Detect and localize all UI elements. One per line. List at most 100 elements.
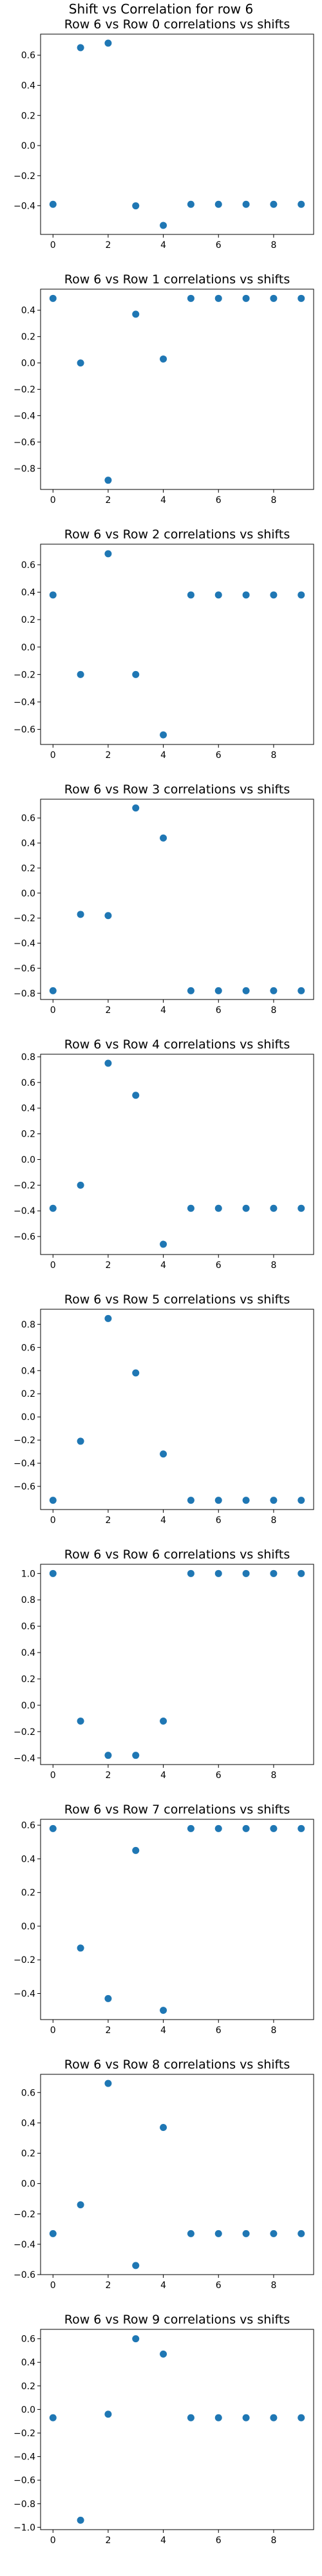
- data-point: [187, 2414, 194, 2421]
- y-tick-label: 0.8: [21, 1320, 35, 1330]
- data-point: [187, 987, 194, 994]
- x-tick-label: 2: [105, 750, 111, 761]
- data-point: [242, 1824, 250, 1832]
- y-tick-label: 0.0: [21, 1701, 35, 1711]
- y-tick-label: −0.4: [14, 1754, 35, 1764]
- data-point: [104, 2079, 112, 2087]
- data-point: [160, 2123, 167, 2131]
- axes-frame: [40, 289, 314, 490]
- subplot-title: Row 6 vs Row 6 correlations vs shifts: [64, 1548, 290, 1562]
- y-tick-label: 0.2: [21, 1389, 35, 1399]
- data-point: [160, 355, 167, 363]
- x-tick-label: 6: [216, 2535, 222, 2546]
- y-tick-label: 0.0: [21, 889, 35, 899]
- x-tick-label: 8: [270, 2280, 276, 2291]
- y-tick-label: −0.6: [14, 2476, 35, 2486]
- y-tick-label: −0.4: [14, 2240, 35, 2250]
- y-tick-label: 0.4: [21, 1854, 35, 1864]
- x-tick-label: 6: [216, 2025, 222, 2036]
- data-point: [104, 550, 112, 558]
- y-tick-label: 0.0: [21, 1412, 35, 1423]
- y-tick-label: 0.2: [21, 615, 35, 625]
- y-tick-label: −0.6: [14, 725, 35, 735]
- x-tick-label: 2: [105, 1260, 111, 1271]
- data-point: [104, 912, 112, 920]
- data-point: [132, 1092, 140, 1099]
- subplot-0: Row 6 vs Row 0 correlations vs shifts 0 2 4…: [14, 17, 314, 251]
- subplot-7: Row 6 vs Row 7 correlations vs shifts 0 2 4…: [14, 1803, 314, 2036]
- data-point: [49, 1497, 57, 1504]
- y-tick-label: 0.6: [21, 560, 35, 571]
- axes-frame: [40, 33, 314, 235]
- x-tick-label: 2: [105, 495, 111, 506]
- y-tick-label: 0.2: [21, 2149, 35, 2159]
- subplot-title: Row 6 vs Row 9 correlations vs shifts: [64, 2313, 290, 2327]
- data-point: [214, 200, 222, 208]
- data-point: [298, 987, 305, 994]
- data-point: [187, 1569, 194, 1577]
- y-tick-label: 0.6: [21, 1821, 35, 1831]
- data-point: [49, 200, 57, 208]
- data-point: [104, 1059, 112, 1067]
- x-tick-label: 0: [50, 2025, 56, 2036]
- y-tick-label: 0.2: [21, 1130, 35, 1140]
- y-tick-label: −0.4: [14, 939, 35, 949]
- y-tick-label: 0.6: [21, 1343, 35, 1353]
- data-point: [49, 1204, 57, 1212]
- y-tick-label: 0.4: [21, 838, 35, 849]
- y-tick-label: −0.2: [14, 2210, 35, 2220]
- x-tick-label: 6: [216, 1260, 222, 1271]
- data-point: [214, 1497, 222, 1504]
- data-point: [242, 1204, 250, 1212]
- data-point: [270, 2230, 278, 2237]
- data-point: [242, 200, 250, 208]
- data-point: [132, 2262, 140, 2269]
- x-tick-label: 0: [50, 495, 56, 506]
- data-point: [242, 2230, 250, 2237]
- x-tick-label: 4: [160, 495, 166, 506]
- data-point: [160, 1240, 167, 1248]
- data-point: [298, 294, 305, 302]
- data-point: [132, 202, 140, 210]
- x-tick-label: 6: [216, 1005, 222, 1016]
- y-tick-label: 0.0: [21, 643, 35, 653]
- data-point: [160, 834, 167, 842]
- y-tick-label: 0.0: [21, 1922, 35, 1932]
- data-point: [104, 1314, 112, 1322]
- subplot-title: Row 6 vs Row 4 correlations vs shifts: [64, 1037, 290, 1052]
- subplot-title: Row 6 vs Row 2 correlations vs shifts: [64, 527, 290, 542]
- data-point: [242, 987, 250, 994]
- data-point: [214, 1204, 222, 1212]
- subplot-8: Row 6 vs Row 8 correlations vs shifts 0 2 4…: [14, 2058, 314, 2291]
- x-tick-label: 6: [216, 240, 222, 251]
- x-tick-label: 8: [270, 495, 276, 506]
- data-point: [104, 477, 112, 484]
- y-tick-label: −0.2: [14, 2429, 35, 2439]
- x-tick-label: 0: [50, 1260, 56, 1271]
- data-point: [214, 987, 222, 994]
- x-tick-label: 8: [270, 1515, 276, 1526]
- data-point: [49, 2414, 57, 2421]
- x-tick-label: 6: [216, 1515, 222, 1526]
- y-tick-label: 1.0: [21, 1569, 35, 1579]
- x-tick-label: 8: [270, 240, 276, 251]
- axes-frame: [40, 1309, 314, 1510]
- data-point: [77, 1181, 84, 1189]
- data-point: [160, 222, 167, 229]
- y-tick-label: −0.4: [14, 1206, 35, 1217]
- y-tick-label: 0.4: [21, 588, 35, 598]
- data-point: [214, 2414, 222, 2421]
- y-tick-label: −0.4: [14, 697, 35, 708]
- y-tick-label: 0.4: [21, 306, 35, 316]
- axes-frame: [40, 1054, 314, 1255]
- x-tick-label: 2: [105, 2535, 111, 2546]
- axes-frame: [40, 1819, 314, 2020]
- x-tick-label: 0: [50, 240, 56, 251]
- y-tick-label: 0.6: [21, 1078, 35, 1088]
- data-point: [160, 1717, 167, 1725]
- data-point: [187, 200, 194, 208]
- data-point: [187, 1824, 194, 1832]
- x-tick-label: 0: [50, 1770, 56, 1781]
- x-tick-label: 4: [160, 1515, 166, 1526]
